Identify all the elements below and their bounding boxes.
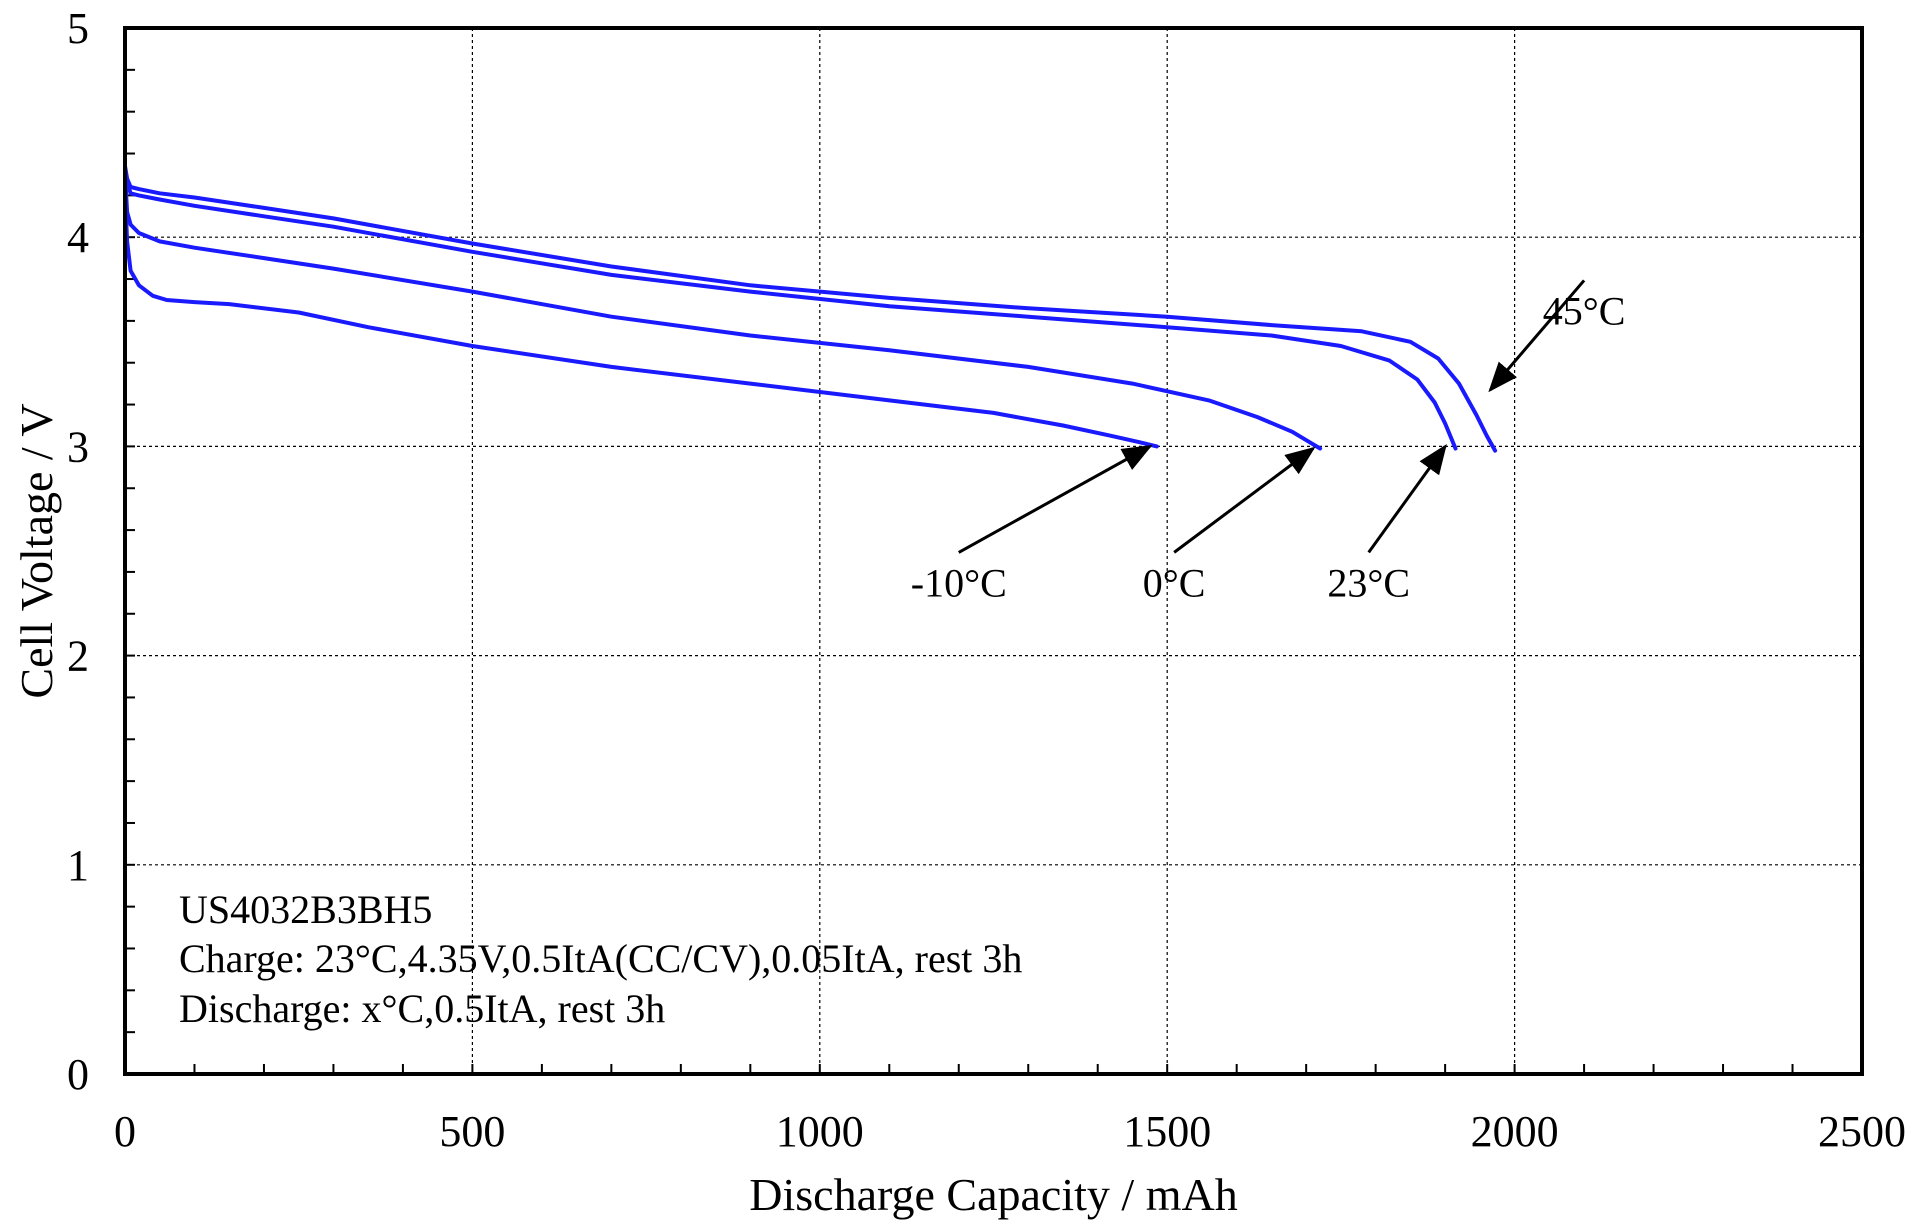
annotations: -10°C 0°C 23°C 45°C <box>911 279 1626 605</box>
note-discharge: Discharge: x°C,0.5ItA, rest 3h <box>179 986 665 1031</box>
x-tick-label: 500 <box>439 1107 505 1156</box>
x-axis-title: Discharge Capacity / mAh <box>749 1169 1237 1220</box>
x-tick-label: 0 <box>114 1107 136 1156</box>
annotation-arrow <box>1173 446 1316 554</box>
annotation-label: -10°C <box>911 560 1007 605</box>
x-tick-label: 2500 <box>1818 1107 1906 1156</box>
y-tick-label: 2 <box>67 632 89 681</box>
series-line <box>123 172 1323 451</box>
series-line <box>123 189 1159 449</box>
annotation-arrow <box>1367 443 1447 554</box>
grid <box>125 28 1862 1074</box>
series-lines <box>123 164 1498 453</box>
annotation-arrow <box>1488 279 1586 393</box>
tick-labels: 0 500 1000 1500 2000 2500 0 1 2 3 4 5 <box>67 4 1906 1156</box>
y-tick-label: 0 <box>67 1050 89 1099</box>
y-axis-title: Cell Voltage / V <box>11 403 62 698</box>
y-tick-label: 4 <box>67 213 89 262</box>
series-line <box>123 166 1458 451</box>
note-charge: Charge: 23°C,4.35V,0.5ItA(CC/CV),0.05ItA… <box>179 936 1022 981</box>
y-tick-label: 5 <box>67 4 89 53</box>
plot-frame <box>123 26 1864 1076</box>
annotation-label: 23°C <box>1327 560 1410 605</box>
annotation-arrow <box>958 444 1153 554</box>
note-model: US4032B3BH5 <box>179 887 432 932</box>
annotation-label: 0°C <box>1143 560 1206 605</box>
y-tick-label: 1 <box>67 841 89 890</box>
annotation-label: 45°C <box>1543 288 1626 333</box>
y-tick-label: 3 <box>67 422 89 471</box>
test-conditions: US4032B3BH5 Charge: 23°C,4.35V,0.5ItA(CC… <box>179 887 1022 1031</box>
series-line <box>123 164 1498 453</box>
x-tick-label: 1000 <box>776 1107 864 1156</box>
x-tick-label: 2000 <box>1471 1107 1559 1156</box>
x-tick-label: 1500 <box>1123 1107 1211 1156</box>
